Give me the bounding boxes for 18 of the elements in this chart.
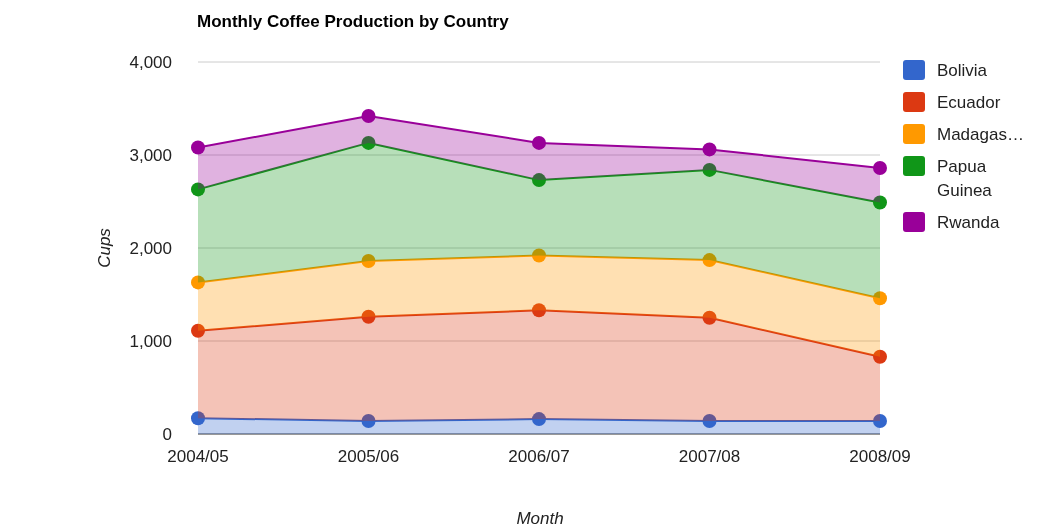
- y-tick-label: 3,000: [129, 145, 172, 165]
- x-tick-label: 2007/08: [678, 447, 741, 466]
- chart-title: Monthly Coffee Production by Country: [197, 12, 510, 31]
- legend-label: Rwanda: [937, 212, 1000, 232]
- x-tick-label: 2004/05: [167, 447, 229, 466]
- x-tick-label: 2005/06: [337, 447, 400, 466]
- y-tick-label: 4,000: [129, 52, 172, 72]
- x-tick-label: 2006/07: [508, 447, 570, 466]
- y-tick-label: 2,000: [129, 238, 172, 258]
- y-tick-label: 0: [162, 424, 172, 444]
- y-axis-title: Cups: [95, 227, 114, 268]
- legend-label: Madagas…: [937, 124, 1024, 144]
- x-axis-title: Month: [516, 509, 564, 528]
- y-tick-label: 1,000: [129, 331, 172, 351]
- legend-label: Papua Guinea: [937, 156, 993, 200]
- legend-label: Ecuador: [937, 92, 1001, 112]
- x-tick-label: 2008/09: [849, 447, 911, 466]
- legend-label: Bolivia: [937, 60, 988, 80]
